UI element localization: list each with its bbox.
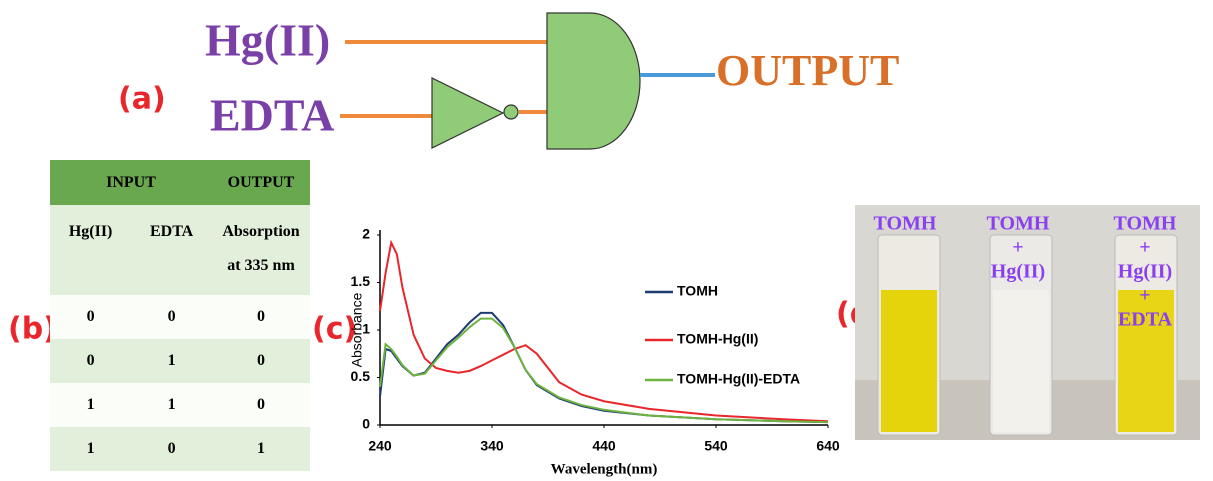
cuvette-label: +	[1139, 237, 1150, 259]
panel-label: (a)	[118, 82, 166, 117]
not-gate	[431, 77, 505, 149]
legend-label: TOMH-Hg(II)-EDTA	[677, 371, 800, 387]
y-tick-label: 2	[362, 226, 370, 242]
header-row: INPUT OUTPUT	[50, 160, 310, 205]
panel-label: (b)	[8, 312, 57, 347]
x-tick-label: 340	[480, 438, 504, 454]
cuvette-label: TOMH	[1114, 213, 1177, 235]
table-cell: 0	[167, 308, 176, 325]
not-bubble	[503, 104, 519, 120]
y-tick-label: 0.5	[351, 368, 371, 384]
subheader-row: Hg(II) EDTA Absorption at 335 nm	[50, 205, 310, 295]
cuvette	[877, 234, 941, 436]
y-tick-label: 1.5	[351, 273, 371, 289]
table-row: 0 1 0	[50, 339, 310, 383]
table-row: 1 1 0	[50, 383, 310, 427]
y-tick-label: 1	[362, 321, 370, 337]
subheader-cell: Hg(II)	[68, 223, 113, 240]
x-tick-label: 640	[816, 438, 840, 454]
cuvette-label: TOMH	[987, 213, 1050, 235]
x-axis-title: Wavelength(nm)	[551, 461, 658, 477]
table-cell: 1	[167, 396, 176, 413]
table-cell: 0	[257, 352, 265, 369]
table-cell: 1	[257, 440, 265, 457]
x-tick-label: 440	[592, 438, 616, 454]
cuvette-liquid	[993, 290, 1049, 432]
gate-output: OUTPUT	[716, 46, 899, 95]
cuvette	[1114, 234, 1178, 436]
table-cell: 1	[167, 352, 176, 369]
subheader-cell: EDTA	[149, 223, 194, 240]
table-cell: 0	[257, 396, 265, 413]
cuvette	[989, 234, 1053, 436]
cuvette-label: TOMH	[874, 213, 937, 235]
cuvette-label: EDTA	[1118, 309, 1173, 331]
header-cell: OUTPUT	[227, 173, 295, 191]
series-line	[379, 317, 829, 424]
legend-label: TOMH-Hg(II)	[677, 331, 758, 347]
series-line	[379, 239, 829, 423]
table-cell: 0	[86, 308, 95, 325]
truth-table: INPUT OUTPUT Hg(II) EDTA Absorption at 335 n…	[50, 160, 310, 471]
x-tick-label: 240	[368, 438, 392, 454]
cuvette-label: Hg(II)	[991, 261, 1045, 283]
series-line	[379, 311, 829, 424]
gate-input: Hg(II)	[205, 15, 330, 66]
header-cell: INPUT	[106, 173, 156, 191]
legend-label: TOMH	[677, 283, 718, 299]
table-cell: 1	[86, 396, 95, 413]
gate-input: EDTA	[210, 90, 334, 141]
and-gate	[546, 12, 641, 150]
table-cell: 1	[86, 440, 95, 457]
table-row: 0 0 0	[50, 295, 310, 339]
cuvette-label: Hg(II)	[1118, 261, 1172, 283]
cuvette-label: +	[1139, 285, 1150, 307]
cuvette-label: +	[1012, 237, 1023, 259]
panel-label: (c)	[312, 312, 357, 347]
x-tick-label: 540	[704, 438, 728, 454]
table-cell: 0	[257, 308, 265, 325]
cuvette-liquid	[1118, 290, 1174, 432]
cuvette-liquid	[881, 290, 937, 432]
table-cell: 0	[167, 440, 176, 457]
y-axis-title: Absorbance	[349, 292, 365, 367]
table-cell: 0	[86, 352, 95, 369]
table-row: 1 0 1	[50, 427, 310, 471]
y-tick-label: 0	[362, 416, 370, 432]
subheader-cell: Absorption at 335 nm	[222, 223, 300, 274]
